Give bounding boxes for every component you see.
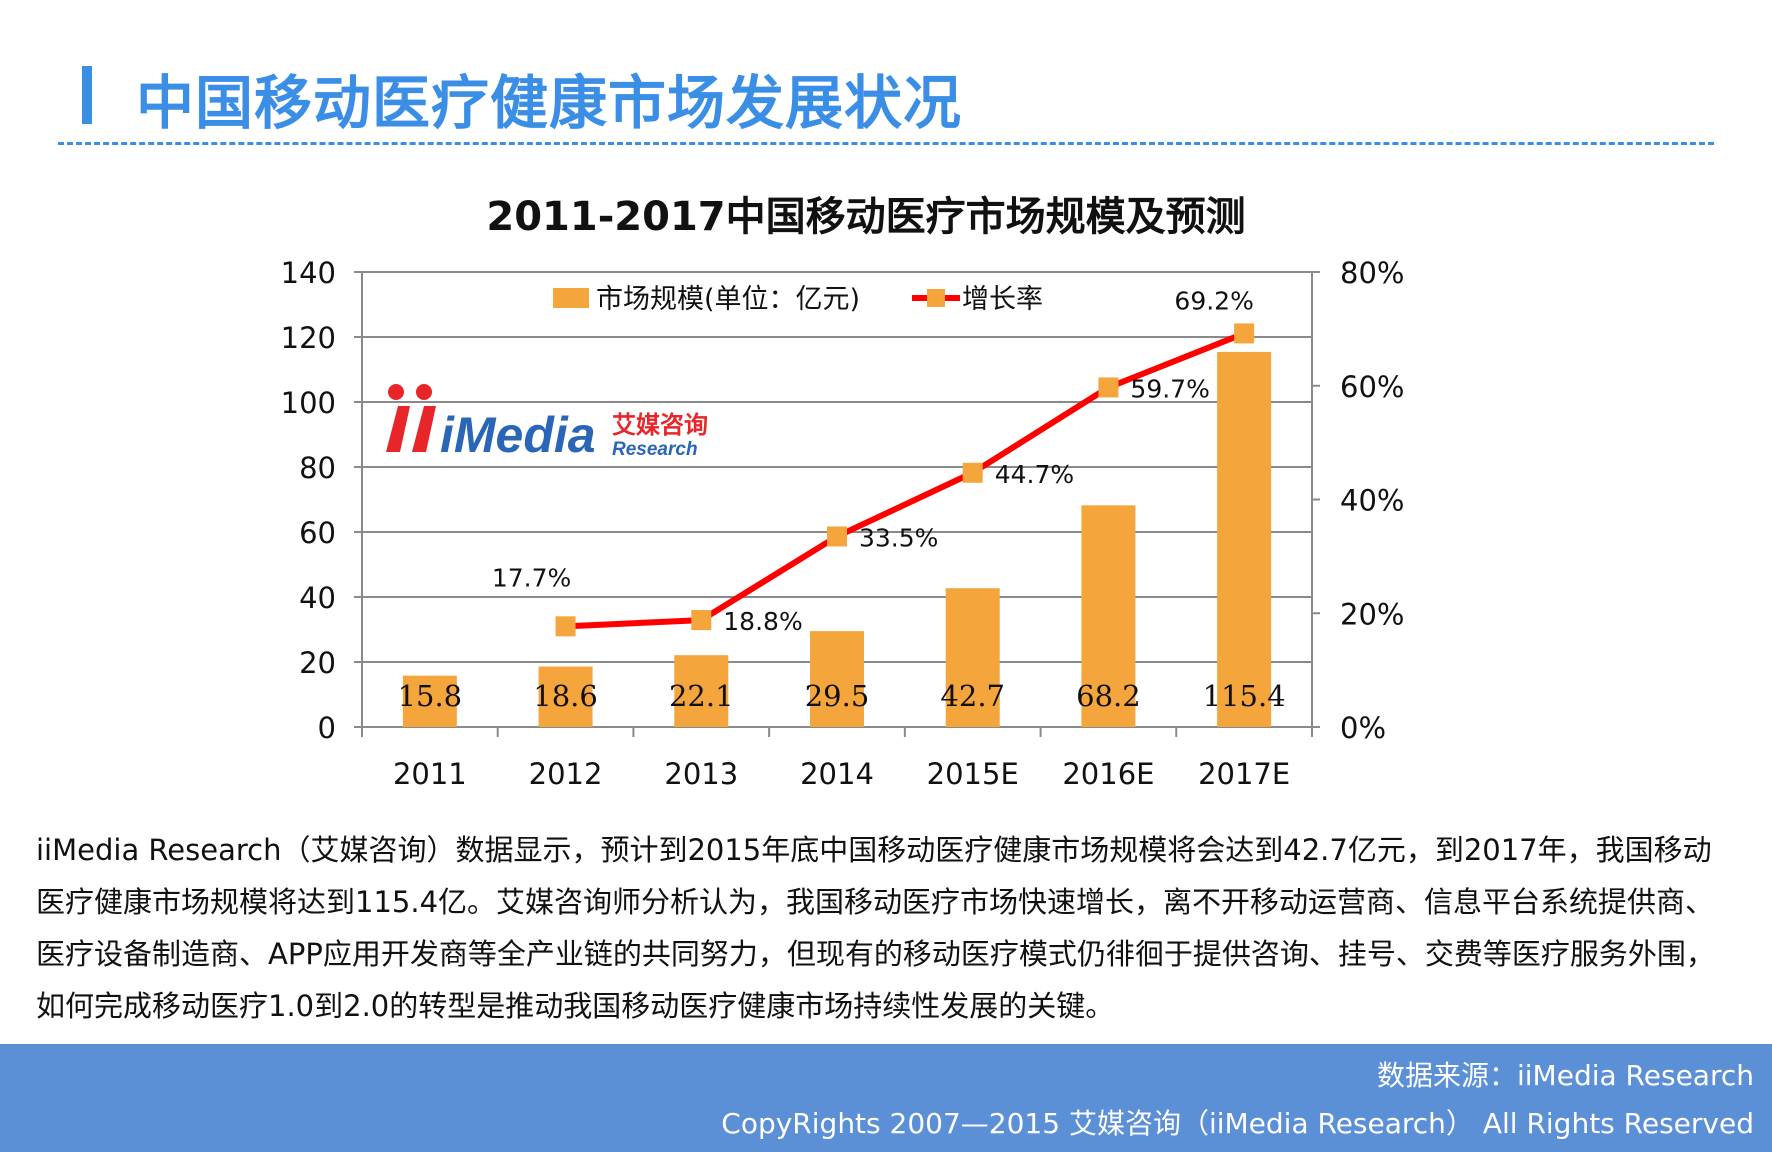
growth-marker xyxy=(555,616,576,637)
legend-bar-label: 市场规模(单位：亿元) xyxy=(596,284,860,315)
imedia-logo: iMedia 艾媒咨询 Research xyxy=(386,384,708,463)
bar xyxy=(810,631,864,727)
chart-bars xyxy=(402,351,1272,727)
chart-title: 2011-2017中国移动医疗市场规模及预测 xyxy=(486,194,1245,240)
title-divider xyxy=(58,142,1714,145)
y-left-tick-label: 80 xyxy=(299,451,336,485)
growth-value-label: 69.2% xyxy=(1174,286,1253,315)
y-left-tick-label: 20 xyxy=(299,646,336,680)
y-right-tick-label: 40% xyxy=(1340,484,1404,518)
bar-value-label: 42.7 xyxy=(940,679,1005,713)
x-tick-label: 2017E xyxy=(1198,757,1290,791)
legend-line-label: 增长率 xyxy=(962,284,1043,315)
y-left-tick-label: 120 xyxy=(281,321,336,355)
chart: 2011-2017中国移动医疗市场规模及预测 0 20 40 60 80 100 120 14… xyxy=(281,194,1405,791)
chart-gridlines xyxy=(362,271,1312,663)
bar xyxy=(945,588,1000,727)
y-left-tick-label: 100 xyxy=(281,386,336,420)
legend-line-marker xyxy=(927,289,945,307)
bar-value-label: 18.6 xyxy=(533,679,598,713)
logo-dot-left xyxy=(388,384,404,400)
logo-i-mark xyxy=(386,406,410,452)
growth-marker xyxy=(827,526,847,547)
y-right-tick-label: 80% xyxy=(1340,256,1404,290)
logo-dot-right xyxy=(416,384,432,400)
logo-en: Research xyxy=(612,439,698,460)
x-tick-label: 2015E xyxy=(927,757,1019,791)
footer-source: 数据来源：iiMedia Research xyxy=(1377,1059,1754,1092)
growth-value-label: 59.7% xyxy=(1130,374,1209,403)
bar xyxy=(674,655,729,727)
growth-value-label: 18.8% xyxy=(723,607,802,636)
logo-brand: iMedia xyxy=(440,407,596,463)
x-tick-label: 2016E xyxy=(1062,757,1154,791)
chart-data-labels: 15.8 18.6 22.1 29.5 42.7 68.2 115.4 17.7% 18.8% 3… xyxy=(398,286,1286,713)
y-right-tick-label: 60% xyxy=(1340,370,1404,404)
x-tick-label: 2012 xyxy=(529,757,603,791)
bar-value-label: 29.5 xyxy=(805,679,870,713)
x-tick-label: 2014 xyxy=(800,757,874,791)
growth-value-label: 44.7% xyxy=(995,460,1074,489)
legend-bar-swatch xyxy=(553,288,589,308)
logo-cn: 艾媒咨询 xyxy=(612,411,708,439)
y-left-tick-label: 60 xyxy=(299,516,336,550)
bar-value-label: 22.1 xyxy=(669,679,734,713)
chart-growth-line xyxy=(555,323,1255,637)
chart-axes: 0 20 40 60 80 100 120 140 0% 20% 40% 60% 80% 2011 2012… xyxy=(281,256,1405,791)
growth-value-label: 17.7% xyxy=(492,563,571,592)
y-left-tick-label: 40 xyxy=(299,581,336,615)
growth-marker xyxy=(962,462,983,483)
growth-marker xyxy=(1098,377,1119,398)
bar xyxy=(538,666,593,727)
bar-value-label: 15.8 xyxy=(398,679,463,713)
x-tick-label: 2011 xyxy=(393,757,467,791)
y-right-tick-label: 20% xyxy=(1340,597,1404,631)
title-accent-bar xyxy=(82,66,92,124)
summary-paragraph: iiMedia Research（艾媒咨询）数据显示，预计到2015年底中国移动… xyxy=(36,833,1715,1023)
page-title: 中国移动医疗健康市场发展状况 xyxy=(136,69,963,137)
footer-bar: 数据来源：iiMedia Research CopyRights 2007—20… xyxy=(0,1044,1772,1152)
chart-legend: 市场规模(单位：亿元) 增长率 xyxy=(553,284,1043,315)
x-tick-label: 2013 xyxy=(664,757,738,791)
bar xyxy=(402,675,457,727)
bar-value-label: 115.4 xyxy=(1203,679,1286,713)
growth-marker xyxy=(691,610,712,631)
footer-copyright: CopyRights 2007—2015 艾媒咨询（iiMedia Resear… xyxy=(721,1107,1754,1140)
bar xyxy=(1217,351,1272,727)
y-left-tick-label: 140 xyxy=(281,256,336,290)
bar-value-label: 68.2 xyxy=(1076,679,1141,713)
bar xyxy=(1081,505,1136,727)
logo-i-mark-2 xyxy=(412,406,436,452)
y-right-tick-label: 0% xyxy=(1340,711,1386,745)
growth-value-label: 33.5% xyxy=(859,523,938,552)
growth-marker xyxy=(1234,323,1255,344)
growth-line-path xyxy=(565,330,1246,630)
y-left-tick-label: 0 xyxy=(318,711,336,745)
